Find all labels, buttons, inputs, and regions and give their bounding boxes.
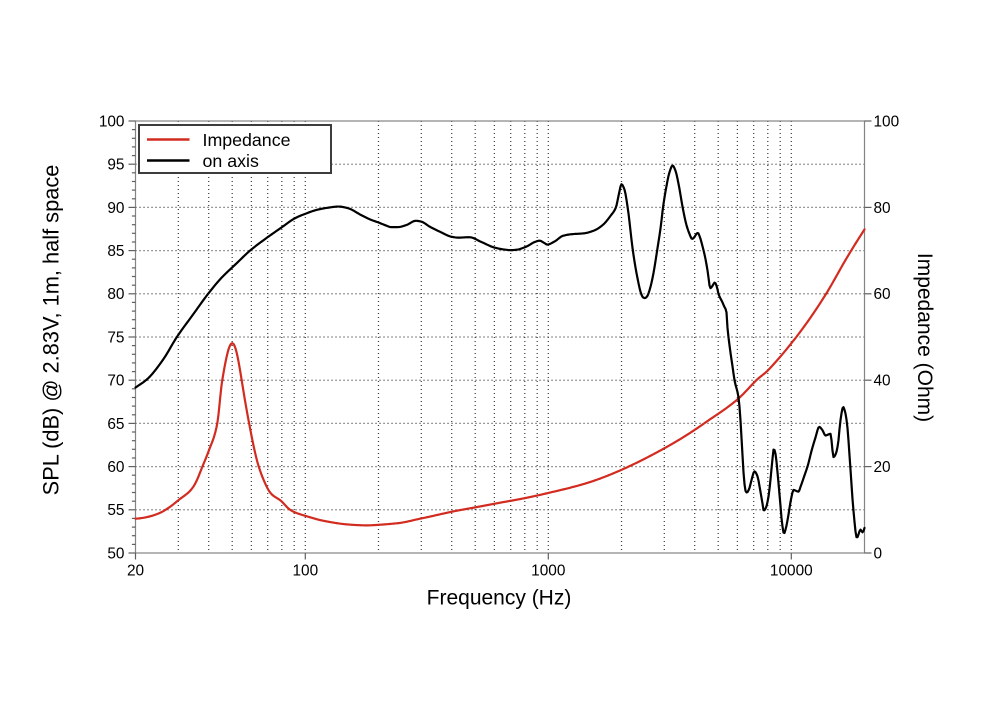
svg-text:1000: 1000 — [531, 563, 565, 580]
svg-text:100: 100 — [874, 113, 900, 130]
svg-text:on axis: on axis — [203, 151, 259, 171]
svg-text:20: 20 — [874, 459, 891, 476]
svg-text:80: 80 — [874, 200, 891, 217]
svg-text:100: 100 — [99, 113, 125, 130]
svg-text:85: 85 — [107, 243, 124, 260]
svg-text:10000: 10000 — [770, 563, 813, 580]
svg-text:75: 75 — [107, 329, 124, 346]
svg-text:60: 60 — [874, 286, 891, 303]
svg-text:Impedance (Ohm): Impedance (Ohm) — [913, 253, 936, 422]
svg-text:50: 50 — [107, 545, 124, 562]
svg-text:65: 65 — [107, 416, 124, 433]
svg-text:0: 0 — [874, 545, 883, 562]
svg-text:100: 100 — [292, 563, 318, 580]
svg-text:20: 20 — [127, 563, 144, 580]
svg-text:Frequency (Hz): Frequency (Hz) — [427, 587, 572, 610]
svg-text:70: 70 — [107, 373, 124, 390]
svg-text:Impedance: Impedance — [203, 130, 291, 150]
svg-text:SPL (dB) @ 2.83V, 1m, half spa: SPL (dB) @ 2.83V, 1m, half space — [39, 165, 64, 496]
svg-text:90: 90 — [107, 200, 124, 217]
svg-text:40: 40 — [874, 373, 891, 390]
svg-text:80: 80 — [107, 286, 124, 303]
svg-text:60: 60 — [107, 459, 124, 476]
svg-text:55: 55 — [107, 502, 124, 519]
svg-text:95: 95 — [107, 157, 124, 174]
